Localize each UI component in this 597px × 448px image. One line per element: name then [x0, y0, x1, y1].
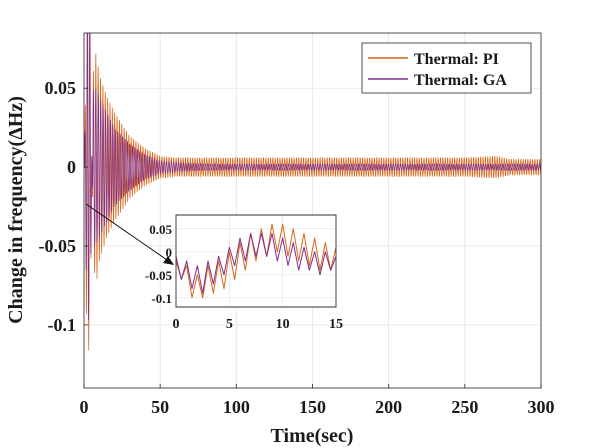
inset-zoom: 0 5 10 15 0.05 0 -0.05 -0.1	[85, 203, 343, 332]
series-line-thermal-ga	[84, 33, 541, 320]
legend-box	[361, 42, 532, 94]
inset-x-tick-label: 5	[226, 317, 233, 332]
inset-pointer-arrowhead	[163, 256, 174, 265]
y-tick-label: -0.1	[48, 315, 77, 335]
y-axis-label: Change in frequency(ΔHz)	[5, 96, 27, 324]
inset-y-tick-label: 0	[166, 245, 173, 260]
inset-y-tick-label: -0.1	[151, 291, 172, 306]
y-tick-label: 0	[67, 157, 76, 177]
x-tick-label: 50	[151, 397, 169, 417]
y-tick-label: -0.05	[39, 236, 77, 256]
x-tick-label: 100	[223, 397, 250, 417]
inset-y-tick-label: -0.05	[145, 268, 173, 283]
x-tick-label: 150	[299, 397, 326, 417]
legend-label: Thermal: PI	[414, 51, 499, 68]
inset-y-tick-label: 0.05	[149, 222, 172, 237]
x-tick-label: 300	[528, 397, 555, 417]
inset-pointer-line	[85, 203, 171, 263]
x-tick-label: 0	[80, 397, 89, 417]
legend: Thermal: PI Thermal: GA	[361, 42, 532, 94]
inset-series-line-thermal-pi	[175, 223, 337, 299]
inset-x-tick-label: 10	[276, 317, 290, 332]
y-tick-label: 0.05	[45, 78, 77, 98]
legend-label: Thermal: GA	[414, 72, 507, 89]
inset-x-tick-label: 0	[173, 317, 180, 332]
x-tick-label: 250	[451, 397, 478, 417]
inset-series-line-thermal-ga	[175, 232, 337, 294]
series-layer	[84, 33, 541, 351]
inset-x-tick-label: 15	[329, 317, 343, 332]
inset-frame-border	[175, 214, 337, 308]
x-axis-label: Time(sec)	[271, 425, 354, 447]
x-tick-label: 200	[375, 397, 402, 417]
